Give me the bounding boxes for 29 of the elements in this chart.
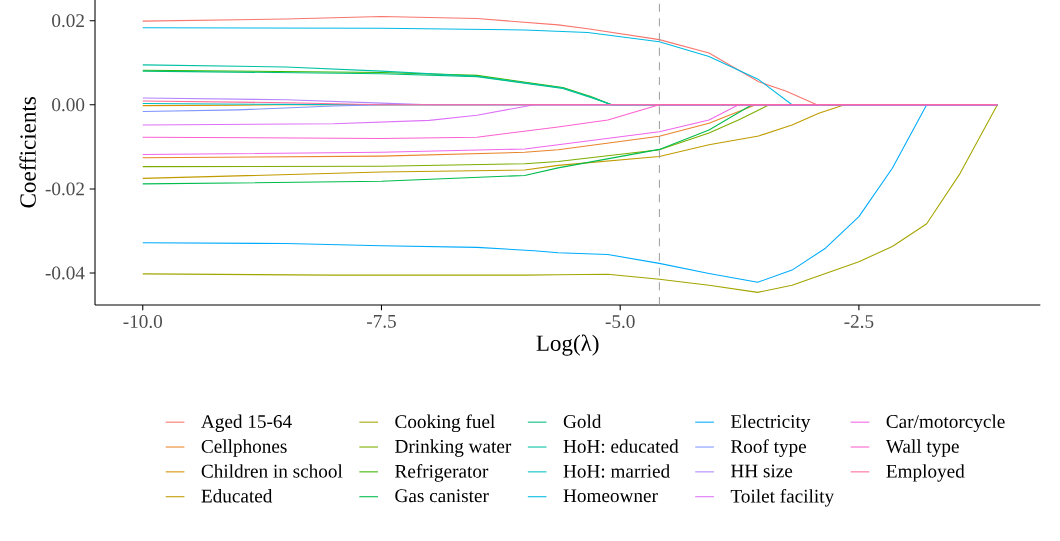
x-tick-label: -7.5 <box>366 315 396 328</box>
legend-label: Toilet facility <box>730 488 835 507</box>
y-axis-title: Coefficients <box>19 97 36 208</box>
y-tick-label: 0.02 <box>52 14 84 28</box>
legend-label: HH size <box>730 464 793 478</box>
legend-label: Cooking fuel <box>395 414 495 433</box>
legend-label: HoH: married <box>563 464 670 478</box>
legend-label: Cellphones <box>201 439 287 457</box>
legend-label: Educated <box>201 489 273 503</box>
legend-label: Homeowner <box>563 489 658 503</box>
y-tick-label: -0.04 <box>45 266 85 280</box>
legend-label: Car/motorcycle <box>886 414 1005 432</box>
legend-label: Gold <box>563 414 602 429</box>
y-tick-label: 0.00 <box>52 98 85 112</box>
legend-label: Employed <box>886 464 965 482</box>
x-tick-label: -10.0 <box>123 315 163 329</box>
legend-label: Wall type <box>885 439 959 457</box>
legend-label: Roof type <box>730 439 807 457</box>
legend-label: Drinking water <box>395 439 512 457</box>
legend-label: Refrigerator <box>395 464 489 482</box>
x-axis-title: Log(λ) <box>536 334 599 356</box>
legend-label: Gas canister <box>395 489 489 503</box>
legend-label: Electricity <box>730 414 811 432</box>
x-tick-label: -5.0 <box>605 315 635 329</box>
legend-label: Children in school <box>201 464 343 478</box>
y-tick-label: -0.02 <box>45 182 84 196</box>
legend-label: Aged 15-64 <box>201 414 292 432</box>
legend-label: HoH: educated <box>563 439 679 453</box>
x-tick-label: -2.5 <box>844 315 874 329</box>
